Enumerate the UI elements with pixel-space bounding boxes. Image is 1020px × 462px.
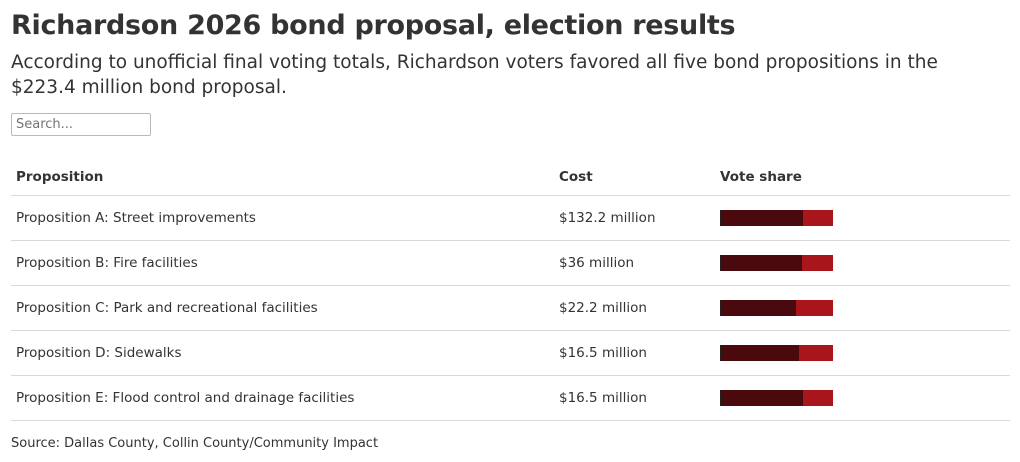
proposition-cell: Proposition E: Flood control and drainag… [11, 375, 554, 421]
cost-cell: $36 million [554, 240, 715, 286]
proposition-cell: Proposition A: Street improvements [11, 195, 554, 241]
column-header-proposition[interactable]: Proposition [11, 158, 554, 196]
cost-cell: $16.5 million [554, 330, 715, 376]
search-input[interactable] [11, 113, 151, 136]
results-table: Proposition Cost Vote share Proposition … [11, 158, 1010, 421]
vote-share-for-segment [721, 390, 803, 406]
vote-share-for-segment [721, 210, 803, 226]
table-row: Proposition E: Flood control and drainag… [11, 375, 1010, 421]
table-row: Proposition D: Sidewalks $16.5 million [11, 330, 1010, 376]
column-header-vote-share[interactable]: Vote share [715, 158, 1010, 196]
vote-share-against-segment [796, 300, 833, 316]
vote-share-bar [720, 255, 833, 271]
vote-share-for-segment [721, 300, 797, 316]
proposition-cell: Proposition B: Fire facilities [11, 240, 554, 286]
column-header-cost[interactable]: Cost [554, 158, 715, 196]
cost-cell: $132.2 million [554, 195, 715, 241]
vote-share-cell [715, 285, 1010, 331]
proposition-cell: Proposition C: Park and recreational fac… [11, 285, 554, 331]
vote-share-for-segment [721, 345, 800, 361]
table-row: Proposition A: Street improvements $132.2… [11, 195, 1010, 241]
table-header-row: Proposition Cost Vote share [11, 158, 1010, 196]
vote-share-cell [715, 375, 1010, 421]
table-row: Proposition B: Fire facilities $36 millio… [11, 240, 1010, 286]
vote-share-bar [720, 345, 833, 361]
source-note: Source: Dallas County, Collin County/Com… [11, 436, 379, 451]
vote-share-bar [720, 210, 833, 226]
table-body: Proposition A: Street improvements $132.2… [11, 195, 1010, 421]
vote-share-against-segment [799, 345, 833, 361]
cost-cell: $22.2 million [554, 285, 715, 331]
vote-share-against-segment [801, 255, 833, 271]
table-row: Proposition C: Park and recreational fac… [11, 285, 1010, 331]
vote-share-cell [715, 240, 1010, 286]
page-subtitle: According to unofficial final voting tot… [11, 52, 938, 98]
cost-cell: $16.5 million [554, 375, 715, 421]
page-title: Richardson 2026 bond proposal, election … [11, 10, 736, 41]
vote-share-for-segment [721, 255, 802, 271]
vote-share-bar [720, 390, 833, 406]
vote-share-bar [720, 300, 833, 316]
vote-share-against-segment [802, 210, 833, 226]
vote-share-against-segment [802, 390, 833, 406]
vote-share-cell [715, 330, 1010, 376]
vote-share-cell [715, 195, 1010, 241]
proposition-cell: Proposition D: Sidewalks [11, 330, 554, 376]
chart-container: Richardson 2026 bond proposal, election … [11, 8, 1010, 451]
